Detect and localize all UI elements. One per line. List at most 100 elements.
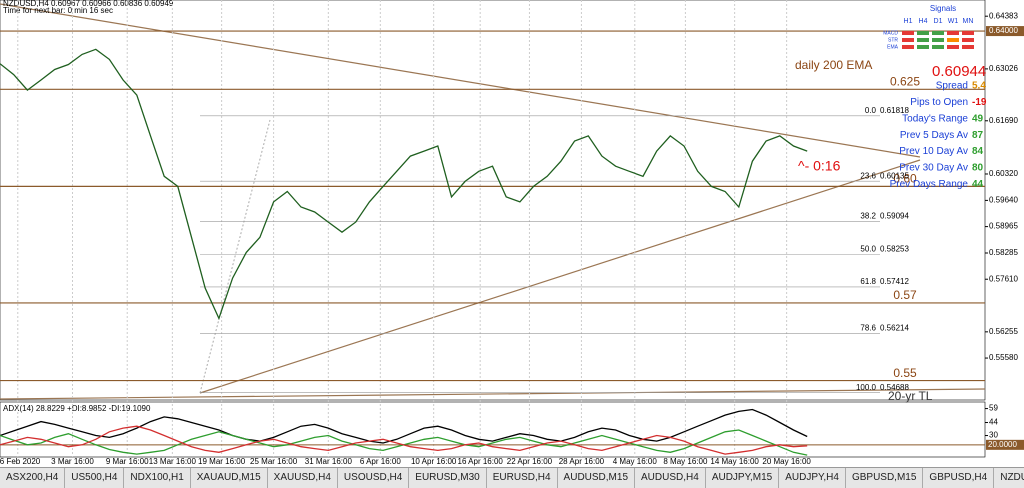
x-tick-label: 6 Apr 16:00 [360,457,401,466]
signal-column: H1 [904,18,913,25]
x-tick-label: 13 Mar 16:00 [149,457,197,466]
trendline-label: 20-yr TL [888,389,933,403]
signal-cell [902,31,914,35]
stat-label: Prev Days Range [890,179,969,190]
fib-anchor [199,119,271,394]
stat-label: Spread [936,81,968,92]
y-tick-label: 0.61690 [989,116,1018,125]
level-label: 0.60 [893,172,917,186]
signal-column: MN [963,18,974,25]
trendline-upper [0,3,921,158]
x-tick-label: 28 Apr 16:00 [559,457,605,466]
y-tick-label: 0.59640 [989,195,1018,204]
stat-label: Prev 30 Day Av [899,163,968,174]
signal-cell [947,38,959,42]
stat-label: Prev 10 Day Av [899,146,968,157]
fib-price: 0.57412 [880,277,909,286]
tab[interactable]: US500,H4 [65,468,125,488]
series-line [0,425,808,455]
fib-level: 23.6 [860,171,876,180]
signal-cell [947,45,959,49]
tab[interactable]: XAUAUD,M15 [191,468,268,488]
fib-level: 100.0 [856,383,877,392]
stat-value: 84 [972,146,984,157]
fib-price: 0.61818 [880,106,909,115]
chart: NZDUSD,H4 0.60967 0.60966 0.60836 0.6094… [0,0,1024,466]
adx-title: ADX(14) 28.8229 +DI:8.9852 -DI:19.1090 [3,404,151,413]
y-tick-label: 0.58285 [989,248,1018,257]
signal-cell [962,38,974,42]
x-tick-label: 4 May 16:00 [613,457,658,466]
y-tick-label: 59 [989,404,998,413]
stat-value: 87 [972,130,984,141]
stat-label: Pips to Open [910,97,968,108]
y-tick-label: 44 [989,418,998,427]
y-tick-label: 0.56255 [989,327,1018,336]
tab[interactable]: GBPUSD,M15 [846,468,924,488]
level-axis-label: 0.64000 [989,26,1018,35]
tab[interactable]: ASX200,H4 [0,468,66,488]
tab[interactable]: NDX100,H1 [124,468,191,488]
tab[interactable]: EURUSD,H4 [487,468,558,488]
signal-cell [917,45,929,49]
signal-row: STR [888,37,898,43]
stat-value: 49 [972,113,984,124]
ema-label: daily 200 EMA [795,58,872,72]
y-tick-label: 0.58965 [989,222,1018,231]
x-tick-label: 22 Apr 16:00 [507,457,553,466]
tab[interactable]: GBPUSD,H4 [923,468,995,488]
signal-column: W1 [948,18,959,25]
x-tick-label: 8 May 16:00 [663,457,708,466]
tab[interactable]: AUDJPY,H4 [779,468,846,488]
tab[interactable]: AUDUSD,M15 [558,468,636,488]
tab[interactable]: AUDUSD,H4 [635,468,706,488]
signal-row: EMA [887,44,899,50]
stat-value: 80 [972,163,984,174]
y-tick-label: 0.63026 [989,64,1018,73]
adx-pane [0,401,986,458]
tab-bar: ASX200,H4 US500,H4 NDX100,H1 XAUAUD,M15 XAUU… [0,467,1024,488]
fib-level: 38.2 [860,212,876,221]
level-label: 0.625 [890,74,920,88]
fib-level: 50.0 [860,244,876,253]
adx-level-label: 20.0000 [988,440,1017,449]
fib-price: 0.54688 [880,383,909,392]
stat-value: -19 [972,97,987,108]
countdown: ^- 0:16 [798,158,841,174]
header-symbol: NZDUSD,H4 0.60967 0.60966 0.60836 0.6094… [3,0,174,8]
signal-row: MACD [883,30,898,36]
fib-price: 0.59094 [880,212,909,221]
trendline-lower [199,159,921,394]
level-label: 0.57 [893,288,917,302]
tab[interactable]: XAUUSD,H4 [268,468,338,488]
x-tick-label: 19 Mar 16:00 [198,457,246,466]
tab[interactable]: USOUSD,H4 [338,468,410,488]
fib-price: 0.58253 [880,244,909,253]
level-label: 0.55 [893,366,917,380]
signal-column: H4 [919,18,928,25]
series-line [0,48,808,321]
x-tick-label: 9 Mar 16:00 [106,457,149,466]
y-tick-label: 30 [989,431,998,440]
tab[interactable]: AUDJPY,M15 [706,468,780,488]
signal-cell [917,38,929,42]
tab[interactable]: EURUSD,M30 [409,468,487,488]
trendline-20yr [0,388,986,400]
tab[interactable]: NZDUSD,M30 [994,468,1024,488]
x-tick-label: 26 Feb 2020 [0,457,41,466]
fib-price: 0.56214 [880,324,909,333]
x-tick-label: 14 May 16:00 [710,457,759,466]
y-tick-label: 0.55580 [989,353,1018,362]
signal-column: D1 [934,18,943,25]
y-tick-label: 0.60320 [989,169,1018,178]
level-box [986,439,1024,450]
signal-cell [917,31,929,35]
y-tick-label: 0.64383 [989,11,1018,20]
fib-price: 0.60135 [880,171,909,180]
stat-value: 44 [972,179,984,190]
stat-value: 5.4 [972,81,986,92]
signal-cell [932,31,944,35]
x-tick-label: 10 Apr 16:00 [411,457,457,466]
header-timer: Time for next bar: 0 min 16 sec [3,6,113,15]
